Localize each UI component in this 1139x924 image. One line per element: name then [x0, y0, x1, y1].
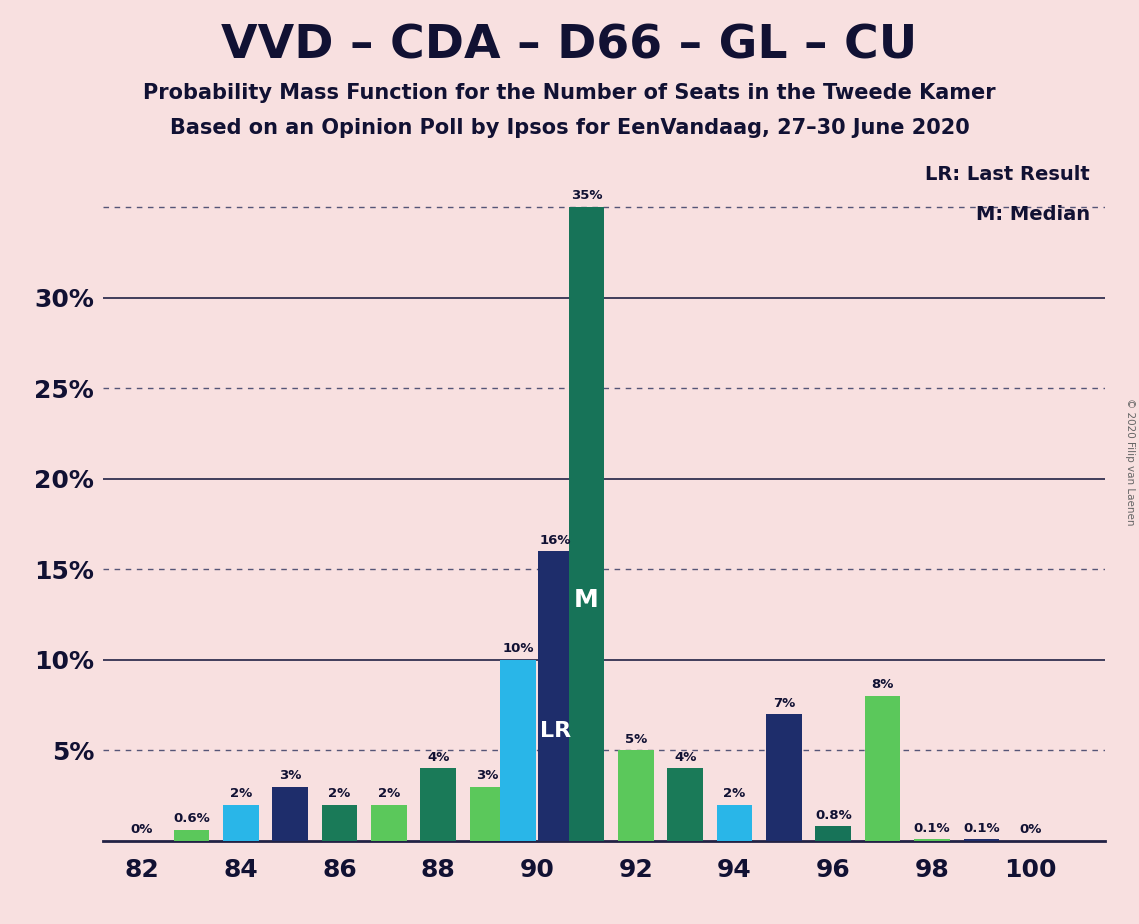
Text: © 2020 Filip van Laenen: © 2020 Filip van Laenen — [1125, 398, 1134, 526]
Text: 7%: 7% — [772, 697, 795, 710]
Bar — [500, 660, 536, 841]
Bar — [538, 551, 574, 841]
Text: 0.8%: 0.8% — [814, 808, 852, 821]
Text: Based on an Opinion Poll by Ipsos for EenVandaag, 27–30 June 2020: Based on an Opinion Poll by Ipsos for Ee… — [170, 118, 969, 139]
Text: 10%: 10% — [502, 642, 534, 655]
Text: LR: LR — [540, 721, 572, 741]
Text: VVD – CDA – D66 – GL – CU: VVD – CDA – D66 – GL – CU — [221, 23, 918, 68]
Text: M: Median: M: Median — [976, 205, 1090, 224]
Bar — [470, 786, 506, 841]
Bar — [223, 805, 259, 841]
Bar — [865, 696, 901, 841]
Bar — [420, 769, 456, 841]
Text: LR: Last Result: LR: Last Result — [925, 164, 1090, 184]
Bar — [568, 207, 604, 841]
Text: 2%: 2% — [723, 787, 746, 800]
Text: 0.6%: 0.6% — [173, 812, 210, 825]
Text: 0%: 0% — [1019, 823, 1042, 836]
Text: 4%: 4% — [427, 751, 450, 764]
Bar — [667, 769, 703, 841]
Text: 4%: 4% — [674, 751, 696, 764]
Bar — [915, 839, 950, 841]
Bar — [173, 830, 210, 841]
Text: 16%: 16% — [540, 533, 572, 546]
Bar — [816, 826, 851, 841]
Text: 0%: 0% — [131, 823, 154, 836]
Text: 2%: 2% — [378, 787, 400, 800]
Bar — [716, 805, 752, 841]
Bar — [964, 839, 999, 841]
Text: 2%: 2% — [328, 787, 351, 800]
Text: 2%: 2% — [230, 787, 252, 800]
Text: 0.1%: 0.1% — [964, 821, 1000, 834]
Text: Probability Mass Function for the Number of Seats in the Tweede Kamer: Probability Mass Function for the Number… — [144, 83, 995, 103]
Text: M: M — [574, 588, 599, 612]
Text: 35%: 35% — [571, 189, 603, 202]
Text: 5%: 5% — [624, 733, 647, 746]
Bar — [371, 805, 407, 841]
Text: 0.1%: 0.1% — [913, 821, 950, 834]
Bar — [618, 750, 654, 841]
Text: 3%: 3% — [279, 769, 302, 782]
Bar — [767, 714, 802, 841]
Text: 3%: 3% — [476, 769, 499, 782]
Text: 8%: 8% — [871, 678, 894, 691]
Bar — [321, 805, 358, 841]
Bar — [272, 786, 308, 841]
